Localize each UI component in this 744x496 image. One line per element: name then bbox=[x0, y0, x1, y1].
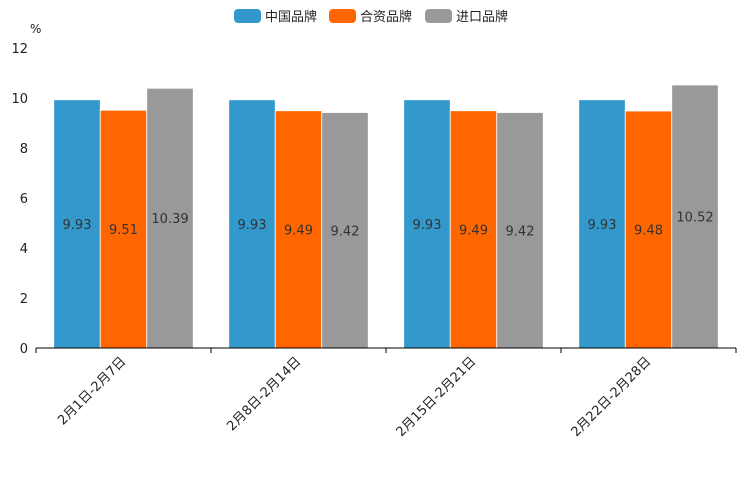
legend-label-2[interactable]: 合资品牌 bbox=[360, 9, 412, 25]
value-label-1-1: 9.93 bbox=[63, 218, 92, 233]
value-labels: 9.93 9.51 10.39 9.93 9.49 9.42 9.93 9.49 9.42 9.9… bbox=[63, 211, 714, 240]
bar-3-2[interactable] bbox=[321, 112, 369, 349]
value-label-3-4: 10.52 bbox=[676, 211, 713, 226]
legend-label-1[interactable]: 中国品牌 bbox=[265, 9, 317, 25]
bar-1-4[interactable] bbox=[578, 99, 626, 349]
legend-label-3[interactable]: 进口品牌 bbox=[456, 9, 508, 25]
x-axis: 2月1日-2月7日 2月8日-2月14日 2月15日-2月21日 2月22日-2月28… bbox=[35, 347, 737, 440]
x-tick-label-2: 2月8日-2月14日 bbox=[224, 354, 304, 434]
value-label-2-1: 9.51 bbox=[109, 223, 138, 238]
legend-swatch-2[interactable] bbox=[329, 9, 356, 23]
bar-1-1[interactable] bbox=[53, 99, 101, 349]
y-axis-unit: % bbox=[30, 22, 41, 36]
value-label-1-2: 9.93 bbox=[238, 218, 267, 233]
y-tick-label: 0 bbox=[20, 342, 28, 357]
value-label-3-2: 9.42 bbox=[331, 224, 360, 239]
bar-3-1[interactable] bbox=[146, 87, 194, 349]
y-tick-label: 4 bbox=[20, 242, 28, 257]
bar-3-4[interactable] bbox=[671, 84, 719, 349]
y-tick-label: 6 bbox=[20, 192, 28, 207]
value-label-1-3: 9.93 bbox=[413, 218, 442, 233]
x-tick-label-3: 2月15日-2月21日 bbox=[394, 354, 480, 440]
y-axis-ticks: 0 2 4 6 8 10 12 bbox=[11, 42, 28, 357]
value-label-3-3: 9.42 bbox=[506, 224, 535, 239]
y-tick-label: 10 bbox=[11, 92, 28, 107]
value-label-2-3: 9.49 bbox=[459, 223, 488, 238]
legend-swatch-1[interactable] bbox=[234, 9, 261, 23]
x-tick-label-4: 2月22日-2月28日 bbox=[569, 354, 655, 440]
bars bbox=[53, 84, 719, 349]
y-tick-label: 12 bbox=[11, 42, 28, 57]
legend-swatch-3[interactable] bbox=[425, 9, 452, 23]
value-label-3-1: 10.39 bbox=[151, 212, 188, 227]
bar-2-2[interactable] bbox=[274, 110, 323, 349]
y-tick-label: 8 bbox=[20, 142, 28, 157]
value-label-1-4: 9.93 bbox=[588, 218, 617, 233]
bar-2-1[interactable] bbox=[99, 109, 148, 349]
value-label-2-4: 9.48 bbox=[634, 224, 663, 239]
y-tick-label: 2 bbox=[20, 292, 28, 307]
bar-2-3[interactable] bbox=[449, 110, 498, 349]
x-tick-label-1: 2月1日-2月7日 bbox=[55, 354, 129, 428]
value-label-2-2: 9.49 bbox=[284, 223, 313, 238]
bar-1-2[interactable] bbox=[228, 99, 276, 349]
legend: 中国品牌 合资品牌 进口品牌 bbox=[234, 9, 508, 25]
